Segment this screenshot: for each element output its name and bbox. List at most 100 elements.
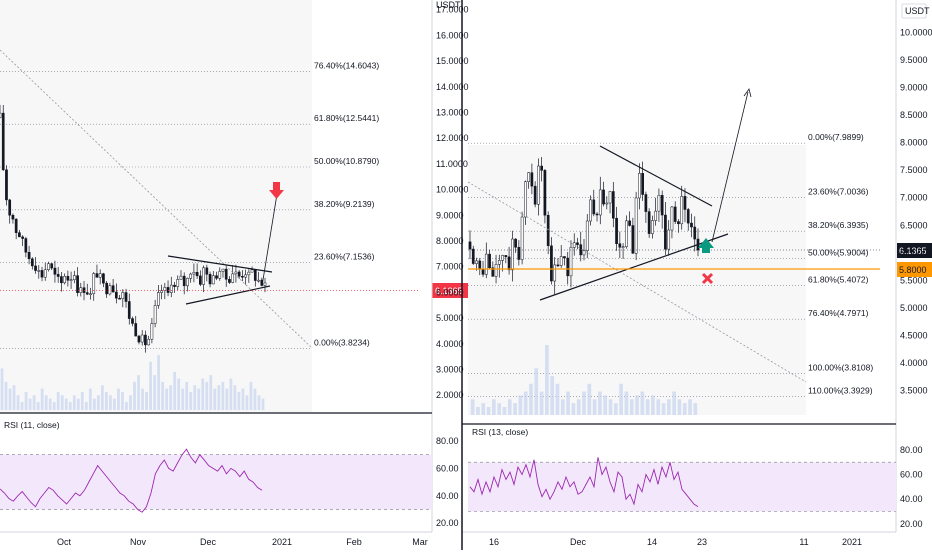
left-candle-body bbox=[108, 285, 112, 295]
left-volume-bar bbox=[100, 385, 104, 410]
left-candle-body bbox=[37, 270, 41, 272]
left-candle-body bbox=[102, 273, 105, 284]
right-y-tick-label: 7.0000 bbox=[900, 193, 928, 203]
right-y-tick-label: 7.5000 bbox=[900, 165, 928, 175]
right-rsi-tick-label: 60.00 bbox=[900, 470, 923, 480]
left-y-tick-label: 11.0000 bbox=[436, 159, 468, 169]
left-candle-body bbox=[140, 334, 144, 343]
left-candle-body bbox=[208, 274, 212, 285]
right-candle-body bbox=[497, 260, 501, 265]
right-rsi-tick-label: 40.00 bbox=[900, 494, 923, 504]
left-volume-bar bbox=[145, 391, 148, 410]
right-y-tick-label: 3.5000 bbox=[900, 386, 928, 396]
left-volume-bar bbox=[16, 395, 20, 410]
left-candle-body bbox=[43, 269, 47, 278]
right-fib-label: 50.00%(5.9004) bbox=[808, 247, 869, 257]
right-x-tick-label: Dec bbox=[570, 537, 587, 547]
left-volume-bar bbox=[125, 402, 128, 410]
left-rsi-tick-label: 60.00 bbox=[436, 463, 459, 473]
left-price-axis[interactable]: 17.0000 16.0000 15.0000 14.0000 13.0000 12.00… bbox=[436, 5, 469, 400]
right-candle-body bbox=[468, 241, 472, 250]
left-candle-body bbox=[47, 263, 50, 271]
right-forecast-arrow[interactable] bbox=[711, 91, 749, 243]
right-volume-bar bbox=[497, 403, 502, 415]
right-axis-unit-box[interactable]: USDT bbox=[901, 3, 930, 19]
right-rsi-tick-label: 80.00 bbox=[900, 445, 923, 455]
left-time-axis[interactable]: Oct Nov Dec 2021 Feb Mar bbox=[57, 537, 428, 547]
left-candle-body bbox=[40, 270, 44, 278]
left-candle-body bbox=[92, 273, 96, 294]
right-volume-bar bbox=[566, 391, 570, 415]
left-volume-bar bbox=[104, 391, 108, 410]
right-descending-trendline[interactable] bbox=[467, 181, 807, 383]
right-candle-body bbox=[608, 191, 612, 204]
right-rsi-tick-label: 20.00 bbox=[900, 519, 923, 529]
left-triangle-upper-line[interactable] bbox=[167, 255, 273, 273]
right-level-price-tag[interactable]: 5.8000 bbox=[897, 262, 932, 277]
right-forecast-arrowhead bbox=[743, 88, 752, 98]
left-candle-body bbox=[189, 273, 193, 279]
left-candle-body bbox=[137, 335, 141, 343]
right-volume-bar bbox=[576, 399, 581, 415]
right-candle-body bbox=[644, 194, 648, 212]
left-y-tick-label: 12.0000 bbox=[436, 133, 469, 143]
right-wedge-upper-line[interactable] bbox=[599, 145, 713, 207]
right-candle-body bbox=[647, 211, 651, 234]
left-volume-bar bbox=[221, 381, 225, 410]
right-time-axis[interactable]: 16 Dec 14 23 11 2021 bbox=[489, 537, 862, 547]
left-volume-bar bbox=[173, 371, 177, 410]
right-candle-body bbox=[484, 253, 488, 275]
right-candle-body bbox=[524, 181, 527, 218]
left-candle-body bbox=[176, 279, 180, 287]
left-x-tick-label: Feb bbox=[346, 537, 362, 547]
left-volume-bar bbox=[157, 355, 161, 410]
right-candle-body bbox=[585, 220, 589, 251]
right-candle-body bbox=[660, 195, 664, 216]
left-candle-body bbox=[66, 276, 70, 281]
left-volume-bar bbox=[181, 388, 185, 410]
left-volume-bar bbox=[28, 398, 32, 410]
left-volume-bar bbox=[52, 402, 56, 410]
right-volume-bar bbox=[571, 403, 576, 415]
left-candle-body bbox=[50, 263, 54, 269]
left-volume-bar bbox=[40, 388, 44, 410]
right-y-tick-label: 6.0000 bbox=[900, 248, 928, 258]
right-volume-bar bbox=[656, 399, 661, 415]
right-last-price-tag[interactable]: 6.1365 bbox=[897, 243, 932, 258]
left-volume-bar bbox=[0, 368, 4, 410]
left-y-tick-label: 15.0000 bbox=[436, 56, 469, 66]
right-candle-body bbox=[546, 214, 550, 247]
left-volume-bar bbox=[8, 388, 12, 410]
right-volume-bar bbox=[476, 407, 480, 415]
right-y-tick-label: 9.5000 bbox=[900, 55, 928, 65]
right-candle-body bbox=[471, 248, 475, 264]
left-candle-body bbox=[24, 238, 28, 253]
right-volume-bar bbox=[582, 391, 586, 415]
left-volume-bar bbox=[12, 385, 16, 410]
left-candle-body bbox=[253, 269, 257, 281]
left-triangle-lower-line[interactable] bbox=[185, 285, 271, 305]
left-last-price-tag[interactable]: 6.1365 bbox=[432, 283, 470, 298]
left-rsi-panel: 80.00 60.00 40.00 20.00 RSI (11, close) bbox=[0, 420, 459, 528]
left-forecast-arrow[interactable] bbox=[261, 187, 279, 287]
left-candle-body bbox=[173, 284, 176, 287]
right-volume-bar bbox=[555, 383, 560, 415]
left-volume-bar bbox=[117, 388, 120, 410]
right-volume-bar bbox=[598, 391, 602, 415]
left-volume-bar bbox=[121, 391, 124, 410]
right-wedge-lower-line[interactable] bbox=[539, 233, 729, 301]
right-fib-label: 61.80%(5.4072) bbox=[808, 275, 869, 285]
left-x-tick-label: Mar bbox=[412, 537, 428, 547]
right-volume-bar bbox=[502, 407, 507, 415]
right-candle-body bbox=[553, 264, 557, 282]
right-x-tick-label: 11 bbox=[799, 537, 808, 547]
left-volume-bar bbox=[133, 381, 136, 410]
left-candle-body bbox=[18, 232, 21, 238]
left-fib-label: 0.00%(3.8234) bbox=[314, 337, 370, 347]
left-candle-body bbox=[192, 272, 196, 275]
right-price-axis[interactable]: 10.0000 9.5000 9.0000 8.5000 8.0000 7.5000 7.0… bbox=[900, 27, 932, 395]
right-candle-body bbox=[686, 209, 690, 224]
left-main-panel: 76.40%(14.6043) 61.80%(12.5441) 50.00%(10.… bbox=[0, 0, 470, 412]
right-candle-body bbox=[598, 189, 602, 216]
right-candle-body bbox=[569, 247, 573, 277]
